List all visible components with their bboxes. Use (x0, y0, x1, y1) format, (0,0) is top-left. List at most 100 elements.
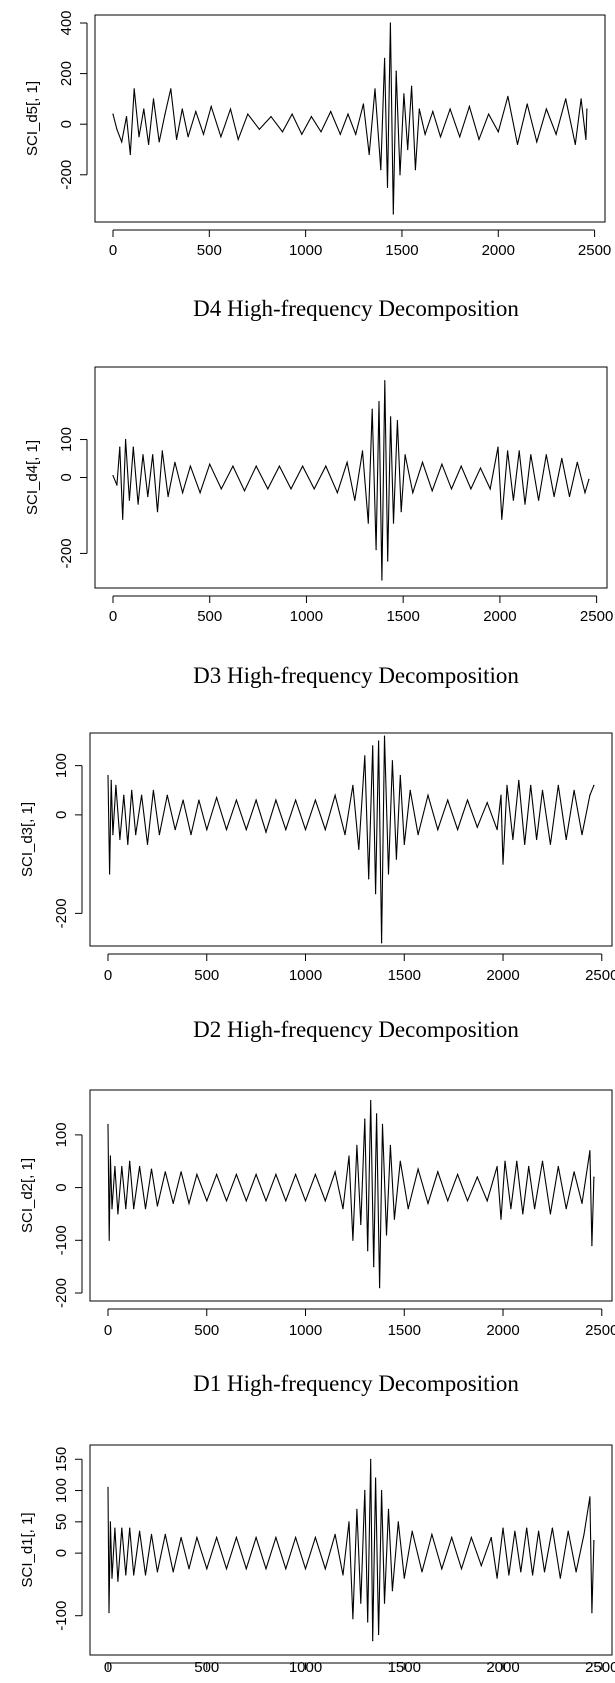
data-point (146, 843, 149, 846)
data-point (500, 794, 502, 796)
data-point (339, 133, 341, 135)
plot-frame (89, 1444, 613, 1656)
data-point (375, 549, 377, 551)
y-tick-label: -200 (53, 1278, 70, 1308)
data-point (107, 774, 109, 777)
data-point (216, 1536, 218, 1539)
data-point (476, 1176, 478, 1178)
y-tick-label: 50 (53, 1513, 70, 1530)
x-tick-label: 2500 (578, 242, 611, 259)
y-axis-title: SCI_d3[, 1] (19, 802, 36, 877)
y-axis-title: SCI_d2[, 1] (19, 1158, 36, 1233)
data-point (123, 794, 125, 796)
y-tick-label: 400 (58, 10, 75, 35)
panel-caption: D1 High-frequency Decomposition (193, 1371, 519, 1396)
data-point (144, 1574, 147, 1576)
data-point (313, 488, 315, 490)
y-tick-label: 100 (53, 1122, 70, 1147)
data-point (507, 95, 509, 97)
data-point (516, 1160, 518, 1162)
x-tick-label: 2000 (486, 967, 519, 984)
data-point (486, 802, 488, 804)
data-point (427, 794, 429, 796)
data-point (121, 1527, 123, 1529)
data-point (370, 1100, 372, 1102)
panel-caption: D2 High-frequency Decomposition (193, 1017, 519, 1042)
y-tick-label: -200 (58, 538, 75, 568)
data-point (507, 450, 509, 452)
data-point (364, 755, 366, 757)
data-point (167, 495, 169, 498)
y-tick-label: -200 (53, 898, 70, 928)
x-tick-label: 0 (109, 608, 117, 625)
data-point (202, 133, 205, 135)
data-point (267, 488, 269, 490)
data-point (585, 138, 587, 140)
data-point (342, 1574, 344, 1576)
x-tick-label: 2000 (482, 242, 515, 259)
data-point (581, 1202, 583, 1204)
data-point (536, 838, 538, 841)
data-point (396, 420, 398, 422)
data-point (437, 829, 439, 831)
data-point (325, 465, 327, 467)
data-point (127, 843, 129, 846)
data-point (174, 461, 176, 463)
x-tick-label: 1500 (385, 242, 418, 259)
data-point (324, 1568, 326, 1570)
data-point (555, 133, 557, 135)
data-point (133, 88, 135, 90)
data-point (518, 450, 520, 452)
x-tick-label: 2500 (585, 1659, 615, 1676)
data-point (421, 461, 424, 463)
data-point (508, 1574, 510, 1576)
data-point (532, 1574, 534, 1576)
data-point (584, 492, 586, 494)
data-point (302, 465, 304, 467)
data-point (551, 1527, 554, 1529)
data-point (229, 108, 232, 110)
data-point (129, 1527, 131, 1529)
data-point (403, 93, 405, 95)
data-point (275, 799, 277, 801)
data-point (209, 463, 211, 465)
data-point (158, 834, 160, 836)
data-point (409, 789, 411, 791)
x-tick-label: 2000 (486, 1322, 519, 1339)
data-point (374, 88, 376, 90)
data-point (324, 1200, 326, 1202)
data-point (125, 1208, 127, 1210)
data-point (468, 105, 470, 108)
data-point (304, 829, 307, 831)
data-point (180, 1171, 182, 1173)
data-point (367, 522, 369, 524)
data-point (411, 1530, 413, 1532)
y-tick-label: -100 (53, 1601, 70, 1631)
data-point (378, 401, 380, 403)
data-point (115, 784, 117, 786)
data-point (490, 1536, 492, 1539)
data-point (557, 784, 559, 786)
data-point (372, 745, 374, 747)
data-point (362, 103, 364, 105)
data-point (538, 499, 540, 501)
data-point (196, 1173, 198, 1175)
x-tick-label: 1500 (388, 967, 421, 984)
data-point (372, 1640, 374, 1642)
data-point (496, 1577, 498, 1579)
data-point (387, 1508, 390, 1510)
data-point (389, 22, 391, 24)
data-point (457, 1173, 459, 1175)
data-point (424, 133, 426, 135)
data-point (431, 490, 433, 492)
data-point (348, 1521, 350, 1523)
data-point (320, 131, 322, 133)
data-point (536, 141, 538, 143)
data-point (368, 878, 370, 880)
data-point (258, 128, 260, 130)
data-point (384, 380, 386, 382)
y-tick-label: 0 (53, 1549, 70, 1557)
data-point (541, 1160, 544, 1162)
